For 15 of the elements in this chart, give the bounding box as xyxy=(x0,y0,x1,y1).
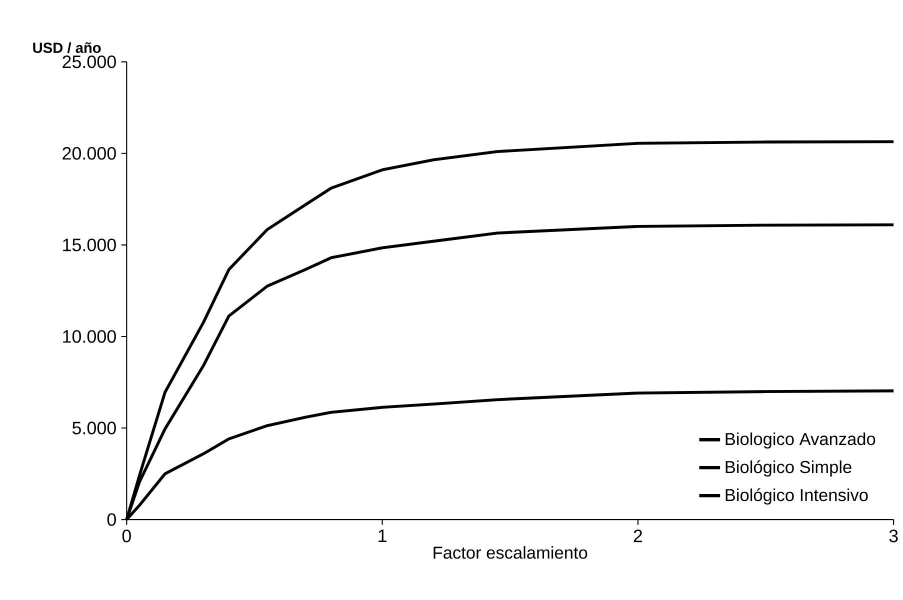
x-tick-label: 1 xyxy=(378,529,386,542)
legend-label: Biologico Avanzado xyxy=(726,432,876,448)
x-tick-label: 3 xyxy=(889,529,898,542)
y-tick-label: 25.000 xyxy=(62,55,116,68)
y-tick-label: 10.000 xyxy=(63,330,116,343)
legend-label: Biológico Intensivo xyxy=(726,488,868,504)
x-axis-title: Factor escalamiento xyxy=(434,546,588,559)
x-tick-label: 2 xyxy=(634,529,642,542)
legend-label: Biológico Simple xyxy=(726,460,852,476)
y-tick-label: 15.000 xyxy=(63,238,116,252)
y-axis-title: USD / año xyxy=(33,42,101,53)
y-tick-label: 5.000 xyxy=(72,422,116,434)
x-tick-label: 0 xyxy=(122,529,131,542)
y-tick-label: 20.000 xyxy=(62,146,116,160)
y-tick-label: 0 xyxy=(107,513,116,526)
